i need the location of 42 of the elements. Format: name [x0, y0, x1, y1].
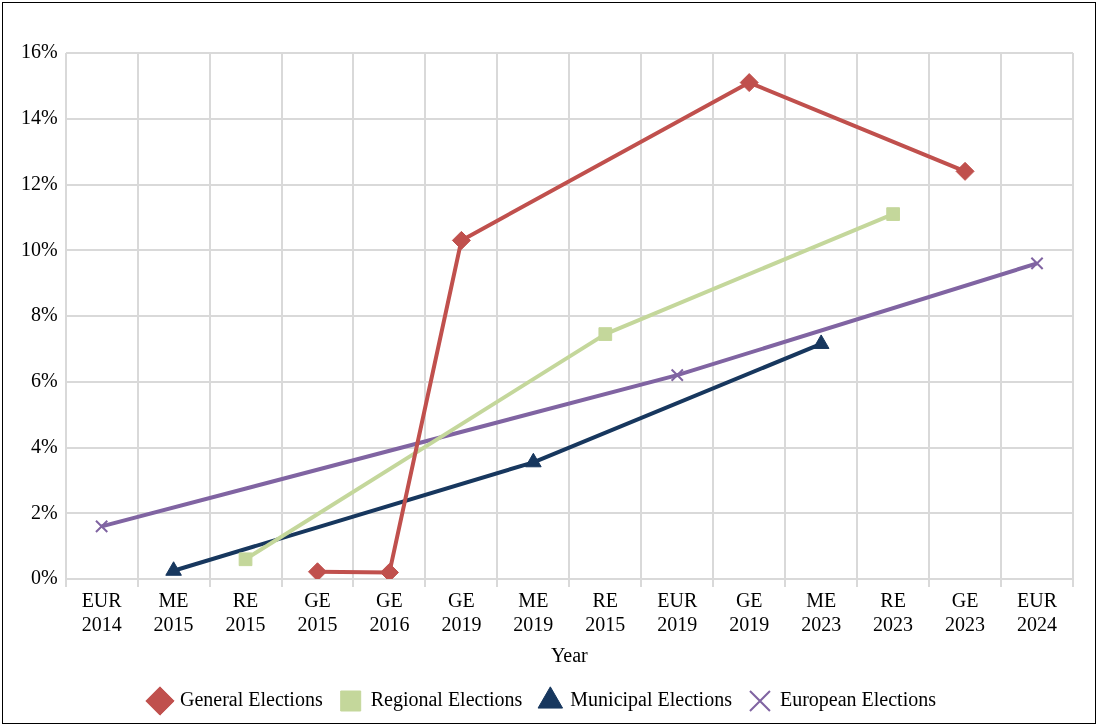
point: [238, 552, 253, 567]
x-tick-label: ME 2015: [153, 589, 194, 636]
y-tick-label: 14%: [20, 106, 58, 128]
point: [525, 452, 542, 468]
point: [165, 561, 182, 576]
x-tick-label: ME 2023: [801, 589, 842, 636]
point: [598, 327, 613, 341]
legend-label: European Elections: [779, 688, 937, 712]
x-tick-label: EUR 2019: [657, 589, 698, 636]
point: [451, 230, 471, 250]
legend-label: Municipal Elections: [570, 688, 733, 712]
point: [955, 161, 975, 181]
x-axis-title: Year: [550, 644, 589, 667]
point: [379, 562, 399, 579]
x-tick-label: ME 2019: [513, 589, 554, 636]
x-tick-label: RE 2015: [585, 589, 626, 636]
x-tick-label: EUR 2014: [81, 589, 123, 636]
point: [1030, 256, 1044, 271]
y-tick-label: 12%: [20, 171, 58, 194]
point: [739, 73, 759, 93]
point: [886, 207, 900, 221]
x-tick-label: GE 2015: [297, 589, 338, 636]
y-tick-label: 16%: [20, 40, 58, 63]
x-tick-label: GE 2023: [945, 589, 986, 636]
point: [94, 519, 109, 534]
legend-label: Regional Elections: [370, 688, 523, 712]
x-tick-label: RE 2023: [873, 589, 914, 636]
y-tick-label: 8%: [30, 303, 58, 326]
legend-label: General Elections: [179, 688, 323, 711]
x-tick-label: GE 2019: [441, 589, 482, 636]
x-tick-label: GE 2016: [369, 589, 410, 636]
x-tick-label: EUR 2024: [1017, 589, 1058, 636]
y-tick-label: 6%: [30, 369, 58, 391]
point: [670, 368, 684, 382]
y-tick-label: 0%: [30, 566, 58, 589]
x-tick-label: RE 2015: [225, 589, 266, 636]
point: [308, 562, 327, 579]
y-tick-label: 10%: [20, 237, 58, 260]
x-tick-label: GE 2019: [729, 589, 770, 636]
y-tick-label: 4%: [30, 434, 58, 457]
point: [812, 334, 830, 349]
y-tick-label: 2%: [30, 500, 58, 523]
